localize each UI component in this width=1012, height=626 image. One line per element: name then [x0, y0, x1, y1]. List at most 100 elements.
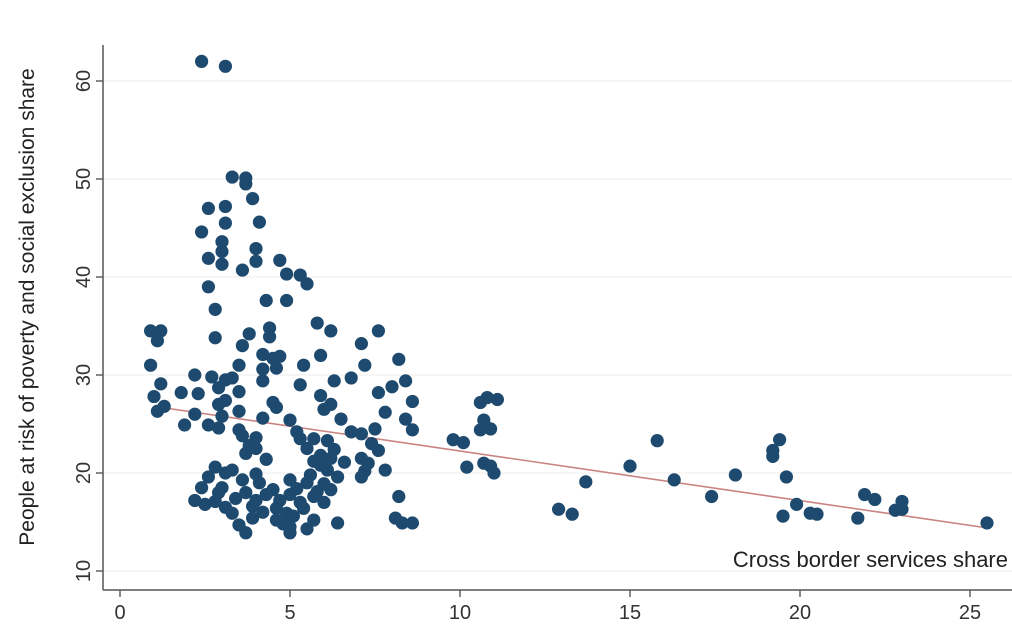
data-point: [371, 443, 385, 458]
data-point: [868, 492, 882, 507]
data-point: [225, 506, 239, 520]
data-point: [263, 330, 277, 344]
data-point: [565, 507, 579, 521]
x-tick-label: 15: [619, 602, 641, 624]
data-point: [232, 385, 246, 399]
data-point: [283, 487, 297, 502]
data-point: [239, 526, 253, 540]
data-point: [487, 466, 501, 480]
x-tick-label: 10: [449, 602, 471, 624]
data-point: [851, 511, 865, 525]
x-axis-annotation: Cross border services share: [733, 547, 1008, 572]
y-ticks: 10 20 30 40 50 60: [73, 70, 103, 582]
data-point: [477, 413, 491, 427]
data-point: [246, 192, 260, 206]
data-point: [191, 387, 205, 401]
data-point: [150, 334, 164, 348]
data-point: [235, 339, 249, 353]
data-point: [212, 381, 226, 395]
data-point: [790, 497, 804, 511]
data-point: [344, 371, 358, 385]
data-point: [858, 487, 872, 502]
data-point: [201, 251, 215, 265]
data-point: [212, 397, 226, 411]
y-tick-label: 10: [73, 560, 95, 582]
data-point: [776, 509, 790, 523]
data-point: [188, 493, 202, 508]
data-point: [280, 293, 294, 308]
data-point: [317, 402, 331, 416]
data-point: [354, 427, 368, 441]
data-point: [188, 407, 202, 421]
data-point: [147, 389, 161, 404]
data-point: [215, 257, 229, 271]
y-tick-label: 60: [73, 70, 95, 92]
data-point: [623, 459, 637, 473]
data-point: [324, 451, 338, 465]
data-point: [399, 412, 413, 426]
data-point: [218, 466, 232, 480]
data-point: [327, 374, 341, 388]
data-point: [242, 327, 256, 341]
data-point: [766, 443, 780, 458]
data-point: [552, 502, 566, 516]
data-point: [239, 486, 253, 500]
data-point: [297, 358, 311, 372]
data-point: [344, 425, 358, 439]
data-point: [395, 516, 409, 530]
data-point: [307, 489, 321, 504]
data-point: [259, 452, 273, 466]
data-point: [246, 511, 260, 525]
data-point: [705, 489, 719, 504]
data-point: [212, 421, 226, 435]
data-point: [405, 423, 419, 437]
y-tick-label: 30: [73, 364, 95, 386]
data-point: [331, 516, 345, 530]
data-point: [144, 358, 158, 372]
data-point: [239, 446, 253, 460]
data-point: [259, 487, 273, 502]
data-point: [810, 507, 824, 521]
x-tick-label: 5: [284, 602, 295, 624]
data-point: [371, 386, 385, 400]
data-point: [368, 422, 382, 436]
data-point: [324, 483, 338, 497]
data-points: [144, 54, 994, 540]
data-point: [269, 501, 283, 515]
data-point: [215, 244, 229, 259]
data-point: [371, 324, 385, 338]
data-point: [201, 418, 215, 432]
data-point: [728, 468, 743, 482]
data-point: [269, 400, 283, 414]
data-point: [354, 470, 368, 484]
x-ticks: 0 5 10 15 20 25: [114, 590, 981, 624]
data-point: [195, 481, 209, 495]
x-tick-label: 20: [789, 602, 811, 624]
data-point: [378, 405, 392, 419]
data-point: [269, 361, 283, 375]
data-point: [252, 476, 266, 490]
data-point: [256, 411, 270, 425]
data-point: [283, 413, 297, 427]
data-point: [235, 473, 249, 487]
data-point: [667, 473, 681, 487]
axes: [102, 45, 1012, 591]
data-point: [154, 377, 168, 391]
data-point: [273, 253, 287, 267]
data-point: [218, 199, 232, 214]
data-point: [460, 460, 474, 474]
x-tick-label: 0: [114, 602, 125, 624]
data-point: [293, 378, 307, 392]
data-point: [256, 362, 270, 376]
data-point: [446, 433, 460, 447]
data-point: [405, 516, 419, 530]
y-tick-label: 40: [73, 266, 95, 288]
data-point: [650, 434, 664, 448]
data-point: [232, 358, 246, 372]
data-point: [310, 316, 324, 330]
data-point: [174, 386, 188, 400]
data-point: [178, 418, 192, 432]
data-point: [157, 399, 171, 413]
data-point: [218, 216, 232, 230]
